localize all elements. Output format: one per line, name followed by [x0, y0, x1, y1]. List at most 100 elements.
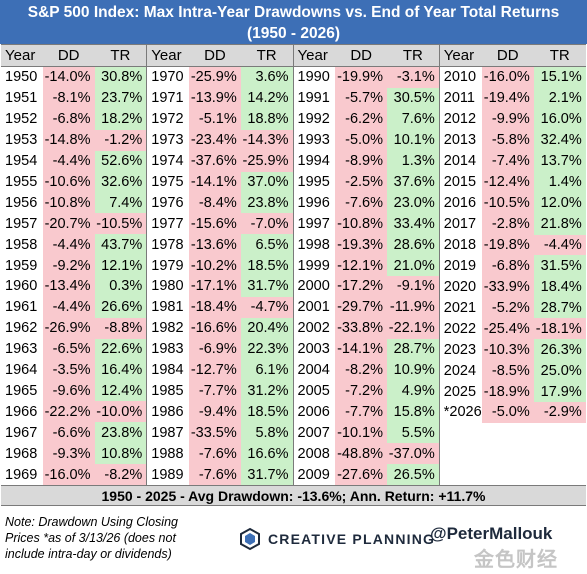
- drawdown-cell: -19.4%: [481, 87, 534, 109]
- year-cell: 2014: [443, 153, 477, 170]
- year-cell: *2026: [443, 404, 482, 421]
- total-return-cell: 26.6%: [94, 296, 147, 318]
- drawdown-cell: -10.2%: [189, 255, 241, 277]
- drawdown-cell: -19.3%: [335, 234, 388, 256]
- total-return-cell: 30.8%: [94, 66, 147, 88]
- table-row: 1976 -8.4% 23.8%: [147, 192, 293, 214]
- drawdown-cell: -10.8%: [335, 213, 388, 235]
- total-return-cell: 28.6%: [387, 234, 439, 256]
- total-return-cell: 5.5%: [387, 422, 439, 444]
- page-title: S&P 500 Index: Max Intra-Year Drawdowns …: [27, 4, 560, 21]
- column-header: Year DD TR: [293, 45, 439, 67]
- table-row: 1956 -10.8% 7.4%: [1, 192, 147, 214]
- total-return-cell: 31.2%: [240, 380, 293, 402]
- year-cell: 1994: [297, 153, 330, 170]
- drawdown-cell: -12.1%: [335, 255, 388, 277]
- year-cell: 1980: [151, 278, 184, 295]
- drawdown-cell: -10.8%: [42, 192, 95, 214]
- table-row: 1953 -14.8% -1.2%: [1, 129, 147, 151]
- drawdown-cell: -5.1%: [189, 108, 241, 130]
- total-return-cell: 31.7%: [240, 464, 293, 486]
- year-cell: 1960: [5, 278, 38, 295]
- drawdown-cell: -25.4%: [481, 318, 534, 340]
- table-row: 2000 -17.2% -9.1%: [294, 276, 439, 297]
- drawdown-cell: -25.9%: [189, 66, 241, 88]
- drawdown-cell: -33.5%: [189, 422, 241, 444]
- table-row: 1992 -6.2% 7.6%: [294, 108, 439, 130]
- total-return-cell: -14.3%: [240, 129, 293, 151]
- drawdown-cell: -10.1%: [335, 422, 388, 444]
- drawdown-cell: -7.6%: [335, 192, 388, 214]
- drawdown-cell: -6.9%: [189, 338, 241, 360]
- table-row: 1998 -19.3% 28.6%: [294, 234, 439, 256]
- year-cell: 2018: [443, 236, 477, 253]
- table-row: *2026 -5.0% -2.9%: [440, 402, 586, 423]
- table-row: 1989 -7.6% 31.7%: [147, 464, 293, 486]
- column-header: Year DD TR: [1, 45, 147, 67]
- year-cell: 1979: [151, 257, 184, 274]
- total-return-cell: 1.3%: [387, 150, 439, 172]
- table-column: Year DD TR 1970 -25.9% 3.6% 1971 -13.9% 14.2% 197…: [147, 45, 294, 486]
- total-return-cell: 25.0%: [533, 360, 586, 382]
- drawdown-cell: -10.6%: [42, 171, 95, 193]
- total-return-cell: 10.8%: [94, 443, 147, 465]
- year-cell: 2022: [443, 320, 477, 337]
- column-header: Year DD TR: [439, 45, 586, 67]
- drawdown-cell: -27.6%: [335, 464, 388, 486]
- year-cell: 1971: [151, 90, 184, 107]
- year-cell: 1981: [151, 299, 184, 316]
- total-return-cell: 12.4%: [94, 380, 147, 402]
- brand-name: CREATIVE PLANNING: [268, 531, 436, 547]
- table-row: 1995 -2.5% 37.6%: [294, 171, 439, 193]
- table-row: 1952 -6.8% 18.2%: [1, 108, 147, 130]
- total-return-cell: -4.4%: [533, 234, 586, 256]
- year-cell: 2017: [443, 216, 477, 233]
- total-return-cell: 43.7%: [94, 234, 147, 256]
- footnote: Note: Drawdown Using Closing Prices *as …: [5, 515, 178, 561]
- total-return-cell: 32.6%: [94, 171, 147, 193]
- total-return-cell: 0.3%: [94, 276, 147, 297]
- table-row: 1980 -17.1% 31.7%: [147, 276, 293, 297]
- drawdown-cell: -13.4%: [42, 276, 95, 297]
- total-return-cell: 10.1%: [387, 129, 439, 151]
- total-return-cell: -1.2%: [94, 129, 147, 151]
- year-cell: 2010: [443, 69, 477, 86]
- table-row: 1984 -12.7% 6.1%: [147, 359, 293, 381]
- total-return-cell: 13.7%: [533, 150, 586, 172]
- total-return-cell: 3.6%: [240, 66, 293, 88]
- total-return-cell: 18.2%: [94, 108, 147, 130]
- drawdown-cell: -22.2%: [42, 401, 95, 423]
- year-cell: 1990: [297, 69, 330, 86]
- drawdown-cell: -14.1%: [335, 338, 388, 360]
- drawdown-cell: -48.8%: [335, 443, 388, 465]
- table-row: 1950 -14.0% 30.8%: [1, 66, 147, 88]
- table-row: 2011 -19.4% 2.1%: [440, 87, 586, 109]
- drawdown-cell: -10.3%: [481, 339, 534, 361]
- year-cell: 1977: [151, 215, 184, 232]
- drawdown-cell: -5.2%: [481, 297, 534, 319]
- table-row: 1981 -18.4% -4.7%: [147, 296, 293, 318]
- year-cell: 1964: [5, 362, 38, 379]
- total-return-cell: -8.8%: [94, 317, 147, 339]
- total-return-cell: 18.8%: [240, 108, 293, 130]
- year-cell: 1950: [5, 69, 38, 86]
- drawdown-cell: -4.4%: [42, 150, 95, 172]
- year-cell: 2009: [297, 466, 330, 483]
- returns-table: Year DD TR 1950 -14.0% 30.8% 1951 -8.1% 23.7% 195…: [1, 44, 586, 486]
- table-row: 1955 -10.6% 32.6%: [1, 171, 147, 193]
- year-cell: 2006: [297, 403, 330, 420]
- year-cell: 1965: [5, 383, 38, 400]
- drawdown-cell: -7.4%: [481, 150, 534, 172]
- drawdown-cell: -5.0%: [335, 129, 388, 151]
- year-cell: 2003: [297, 341, 330, 358]
- year-header: Year: [151, 46, 182, 64]
- total-return-cell: 12.1%: [94, 255, 147, 277]
- table-row: 2004 -8.2% 10.9%: [294, 359, 439, 381]
- drawdown-cell: -18.4%: [189, 296, 241, 318]
- table-row: 1964 -3.5% 16.4%: [1, 359, 147, 381]
- total-return-cell: 12.0%: [533, 192, 586, 214]
- total-return-cell: 6.1%: [240, 359, 293, 381]
- total-return-cell: 22.3%: [240, 338, 293, 360]
- year-cell: 1956: [5, 194, 38, 211]
- tr-header: TR: [549, 47, 570, 64]
